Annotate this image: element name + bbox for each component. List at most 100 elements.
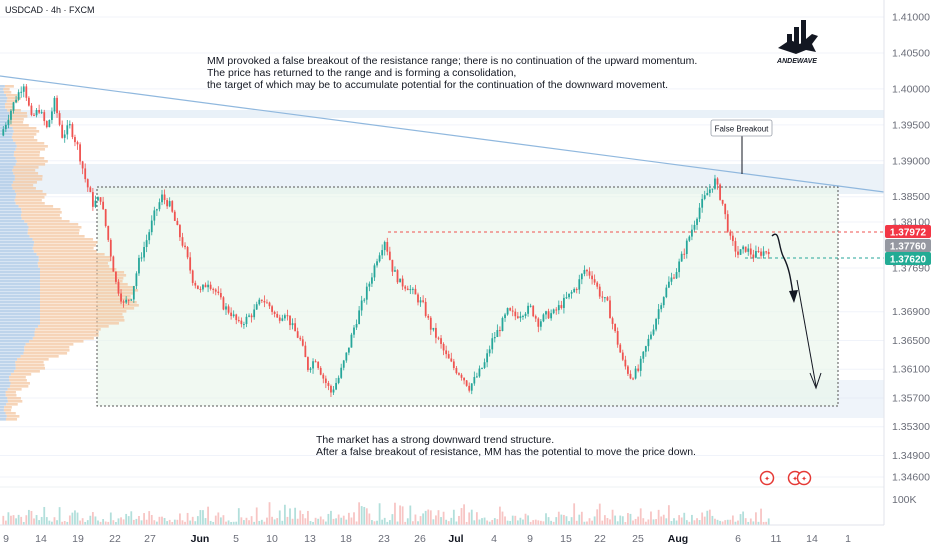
candle-body[interactable] [76,142,79,145]
candle-body[interactable] [66,125,69,135]
candle-body[interactable] [706,193,709,196]
candle-body[interactable] [140,257,143,259]
candle-body[interactable] [688,236,691,241]
candle-body[interactable] [115,271,117,282]
candle-body[interactable] [716,178,719,185]
candle-body[interactable] [337,377,340,383]
candle-body[interactable] [266,302,268,304]
candle-body[interactable] [744,246,747,252]
candle-body[interactable] [176,220,179,226]
candle-body[interactable] [475,376,478,378]
candle-body[interactable] [516,316,519,319]
candle-body[interactable] [358,310,361,325]
candle-body[interactable] [747,248,750,252]
candle-body[interactable] [235,314,238,321]
candle-body[interactable] [624,359,627,367]
candle-body[interactable] [762,251,765,256]
candle-body[interactable] [742,246,745,250]
candle-body[interactable] [43,112,46,122]
candle-body[interactable] [327,382,330,386]
candle-body[interactable] [150,220,153,233]
candle-body[interactable] [752,254,755,258]
candle-body[interactable] [294,323,297,332]
candle-body[interactable] [506,308,509,315]
candle-body[interactable] [15,99,17,103]
candle-body[interactable] [196,285,199,289]
candle-body[interactable] [767,252,770,255]
candle-body[interactable] [376,261,378,266]
candle-body[interactable] [685,240,688,255]
candle-body[interactable] [627,366,629,374]
candle-body[interactable] [493,337,496,339]
candle-body[interactable] [61,124,64,138]
candle-body[interactable] [591,275,593,280]
forecast-arrow-curve[interactable] [771,233,795,301]
candle-body[interactable] [222,297,225,310]
candle-body[interactable] [286,315,289,317]
candle-body[interactable] [491,338,494,350]
candle-body[interactable] [289,315,291,326]
candle-body[interactable] [314,361,317,363]
candle-body[interactable] [109,239,112,257]
candle-body[interactable] [437,337,440,339]
candle-body[interactable] [639,358,642,371]
candle-body[interactable] [565,297,568,299]
candle-body[interactable] [158,202,161,210]
candle-body[interactable] [181,237,184,246]
candle-body[interactable] [417,294,419,303]
candle-body[interactable] [17,92,20,100]
candle-body[interactable] [616,331,619,345]
candle-body[interactable] [399,278,401,283]
candle-body[interactable] [447,354,450,359]
candle-body[interactable] [253,309,256,318]
candle-body[interactable] [598,286,601,297]
candle-body[interactable] [45,121,48,128]
candle-body[interactable] [534,316,537,319]
candle-body[interactable] [481,367,483,369]
candle-body[interactable] [519,316,522,319]
candle-body[interactable] [330,385,332,393]
candle-body[interactable] [20,91,23,93]
candle-body[interactable] [350,334,353,348]
candle-body[interactable] [680,253,683,262]
candle-body[interactable] [739,249,742,255]
candle-body[interactable] [586,269,588,272]
candle-body[interactable] [94,200,97,207]
candle-body[interactable] [173,211,176,221]
candle-body[interactable] [363,299,366,301]
candle-body[interactable] [86,179,89,188]
candle-body[interactable] [696,218,698,225]
candle-body[interactable] [514,311,517,317]
time-axis[interactable]: 9 14 19 22 27 Jun 5 10 13 18 23 26 Jul 4 9 15 22 25 Aug 6 11… [3,533,851,545]
candle-body[interactable] [580,273,583,280]
candle-body[interactable] [652,329,655,335]
candle-body[interactable] [166,200,169,207]
candle-body[interactable] [97,197,99,201]
candle-body[interactable] [332,389,335,393]
candle-body[interactable] [194,282,197,286]
candle-body[interactable] [470,383,473,391]
range-box[interactable] [96,186,839,407]
candle-body[interactable] [765,251,768,253]
candle-body[interactable] [255,304,258,310]
candle-body[interactable] [260,299,263,301]
candle-body[interactable] [2,129,5,136]
candle-body[interactable] [299,337,302,340]
candle-body[interactable] [611,318,614,324]
candle-body[interactable] [629,373,632,379]
candle-body[interactable] [422,300,425,302]
candle-body[interactable] [138,257,140,274]
candle-body[interactable] [56,97,58,114]
candle-body[interactable] [81,161,84,169]
candle-body[interactable] [212,288,215,290]
candle-body[interactable] [542,314,545,322]
candle-body[interactable] [388,251,391,260]
canada-flag-icon-3[interactable] [796,470,812,486]
candle-body[interactable] [555,309,558,311]
candle-body[interactable] [496,330,499,338]
candle-body[interactable] [547,311,550,319]
candle-body[interactable] [317,361,320,368]
candle-body[interactable] [381,250,384,256]
candle-body[interactable] [132,286,135,300]
